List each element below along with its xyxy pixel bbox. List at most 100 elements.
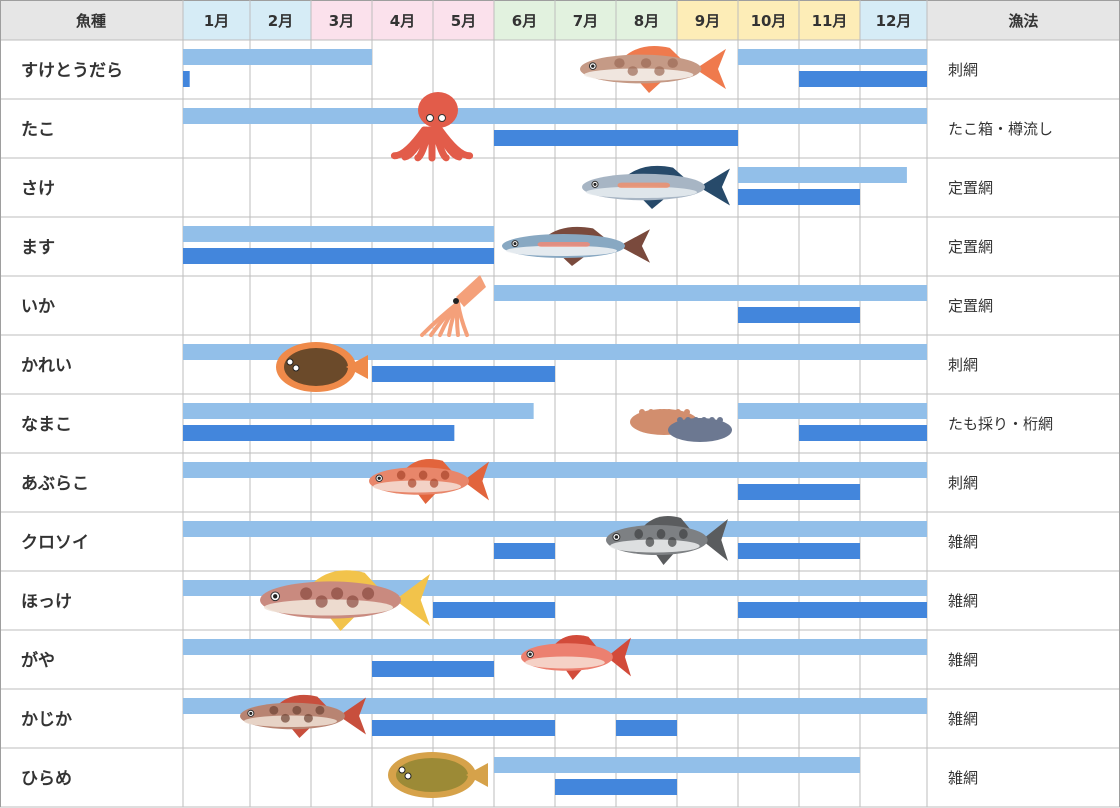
- month-header-bg: [433, 0, 494, 40]
- sea-cucumber-bump: [677, 417, 683, 423]
- fish-tail: [463, 461, 489, 501]
- flatfish-body: [396, 758, 468, 792]
- fishing-method-label: 刺網: [948, 61, 978, 79]
- fish-name-label: クロソイ: [21, 533, 89, 553]
- month-header-bg: [372, 0, 433, 40]
- salmon-icon: [582, 165, 730, 209]
- octopus-eye: [438, 114, 446, 122]
- season-bar-dark: [372, 661, 494, 677]
- season-bar-dark: [738, 484, 860, 500]
- octopus-head: [418, 92, 458, 128]
- fish-belly: [525, 656, 605, 669]
- sea-cucumber-bump: [709, 417, 715, 423]
- fishing-method-label: 雑網: [948, 592, 978, 610]
- month-header-bg: [616, 0, 677, 40]
- month-header-bg: [555, 0, 616, 40]
- month-header-label: 4月: [390, 12, 415, 30]
- fish-name-label: がや: [21, 650, 55, 671]
- season-bar-dark: [494, 543, 555, 559]
- fish-pupil: [377, 476, 381, 480]
- sea-cucumber-bump: [648, 409, 654, 415]
- season-bar-light: [183, 462, 927, 478]
- season-bar-light: [494, 285, 927, 301]
- fish-belly: [373, 480, 462, 493]
- sea-cucumber-bump: [675, 409, 681, 415]
- fish-spot: [667, 58, 678, 68]
- flatfish-body: [284, 348, 348, 386]
- fish-spot: [362, 587, 375, 600]
- season-bar-dark: [616, 720, 677, 736]
- season-bar-light: [183, 698, 927, 714]
- fish-name-label: あぶらこ: [21, 474, 89, 494]
- fish-tail: [338, 697, 366, 735]
- fish-spot: [315, 595, 328, 608]
- atka-mackerel-icon: [260, 570, 430, 631]
- month-header-bg: [494, 0, 555, 40]
- cod-icon: [580, 45, 726, 93]
- season-bar-dark: [372, 720, 555, 736]
- fish-belly: [264, 599, 394, 616]
- month-header-bg: [799, 0, 860, 40]
- fish-spot: [634, 529, 644, 539]
- greenling-icon: [369, 458, 489, 504]
- squid-icon: [420, 275, 486, 337]
- fish-spot: [300, 587, 313, 600]
- fish-name-label: すけとうだら: [21, 61, 123, 81]
- month-header-label: 5月: [451, 12, 476, 30]
- month-header-label: 8月: [634, 12, 659, 30]
- month-header-label: 2月: [268, 12, 293, 30]
- fishing-method-label: 雑網: [948, 710, 978, 728]
- sea-cucumber-bump: [693, 417, 699, 423]
- squid-eye: [453, 298, 459, 304]
- fish-belly: [584, 68, 694, 81]
- season-bar-dark: [433, 602, 555, 618]
- month-header-bg: [250, 0, 311, 40]
- season-bar-light: [183, 49, 372, 65]
- flatfish-eye: [398, 766, 406, 774]
- fish-belly: [506, 245, 617, 256]
- season-bar-dark: [183, 71, 190, 87]
- season-bar-light: [183, 403, 534, 419]
- fish-spot: [627, 66, 638, 76]
- sea-cucumber-bump: [685, 417, 691, 423]
- season-bar-light: [738, 403, 927, 419]
- fish-tail: [699, 168, 730, 206]
- fish-name-label: ます: [21, 238, 55, 258]
- fishing-method-label: 定置網: [948, 297, 993, 315]
- fish-spot: [640, 58, 652, 68]
- season-bar-dark: [738, 602, 927, 618]
- fish-spot: [656, 529, 666, 539]
- season-bar-light: [494, 757, 860, 773]
- fish-name-label: ほっけ: [21, 592, 72, 612]
- fish-belly: [244, 715, 337, 728]
- season-bar-dark: [799, 425, 927, 441]
- season-bar-dark: [555, 779, 677, 795]
- fish-spot: [418, 470, 428, 480]
- rockfish-icon: [606, 516, 728, 565]
- fish-spot: [645, 537, 655, 547]
- sea-cucumber-icon: [630, 409, 732, 442]
- sculpin-icon: [240, 694, 366, 738]
- halibut-icon: [388, 752, 488, 798]
- month-header-label: 1月: [204, 12, 229, 30]
- fishing-method-label: たこ箱・樽流し: [948, 120, 1053, 138]
- fish-tail: [701, 519, 728, 561]
- sea-cucumber-body: [668, 418, 732, 442]
- sea-cucumber-bump: [657, 409, 663, 415]
- sea-cucumber-bump: [717, 417, 723, 423]
- octopus-arm: [436, 126, 474, 160]
- squid-tentacle: [456, 301, 469, 337]
- season-bar-light: [183, 521, 927, 537]
- fish-tail: [695, 48, 726, 90]
- fish-spot: [396, 470, 406, 480]
- fish-pupil: [528, 652, 532, 656]
- fish-spot: [280, 713, 290, 723]
- fish-pupil: [273, 594, 278, 599]
- fish-name-label: ひらめ: [21, 769, 72, 789]
- month-header-label: 10月: [751, 12, 787, 30]
- sea-cucumber-bump: [666, 409, 672, 415]
- squid-mantle: [456, 275, 486, 307]
- fish-spot: [269, 705, 279, 715]
